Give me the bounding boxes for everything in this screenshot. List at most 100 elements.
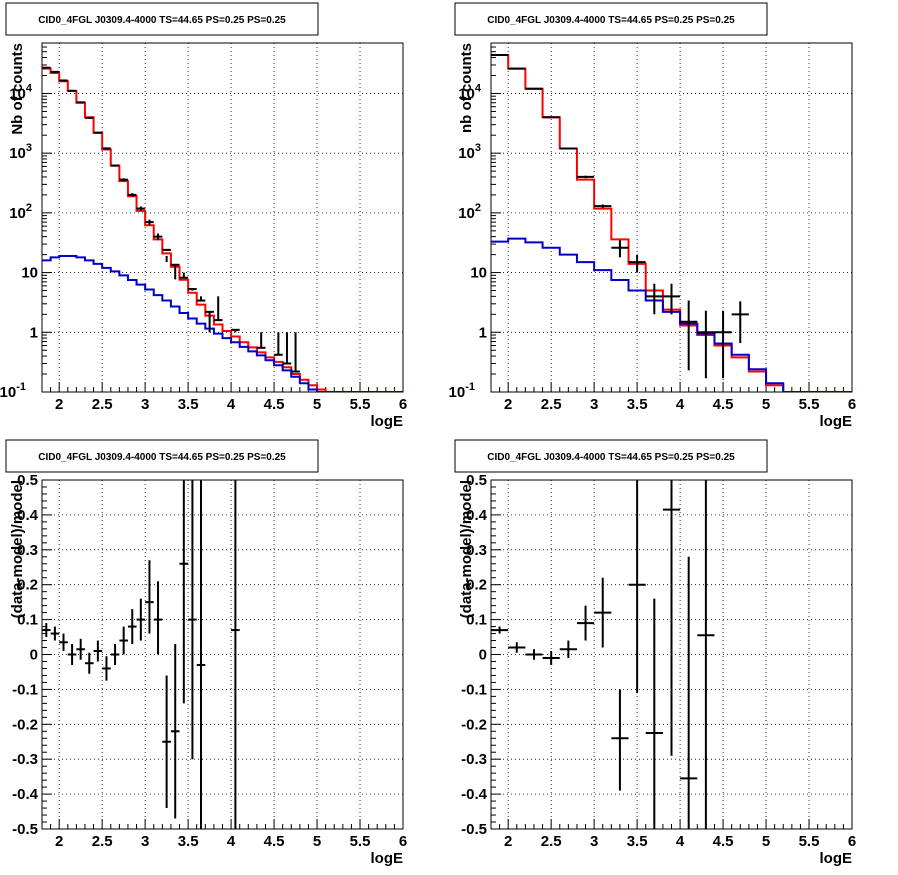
- x-tick-label: 4.5: [713, 833, 734, 850]
- x-tick-label: 2.5: [92, 833, 113, 850]
- y-tick-label: 102: [9, 202, 32, 222]
- plot-frame: [490, 42, 853, 393]
- data-point: [84, 116, 94, 119]
- data-point: [188, 480, 197, 760]
- data-point: [162, 248, 171, 263]
- data-point: [188, 288, 197, 291]
- data-point: [525, 649, 543, 660]
- y-tick-label: 1: [30, 324, 38, 341]
- x-axis-label: logE: [371, 413, 404, 430]
- chart-title: CID0_4FGL J0309.4-4000 TS=44.65 PS=0.25 …: [38, 452, 286, 463]
- x-axis-label: logE: [371, 850, 404, 867]
- data-point: [76, 638, 85, 660]
- y-tick-label: 103: [9, 142, 32, 162]
- data-point: [662, 283, 681, 315]
- data-point: [256, 332, 266, 349]
- data-point: [119, 626, 128, 655]
- data-point: [59, 633, 68, 652]
- y-tick-label: -0.1: [12, 681, 38, 698]
- data-point: [102, 147, 111, 150]
- data-point: [179, 480, 189, 704]
- data-point: [42, 623, 51, 638]
- series-layer: [491, 54, 852, 392]
- data-point: [93, 640, 103, 662]
- y-tick-label: 1: [479, 324, 487, 341]
- y-tick-label: 0.4: [17, 507, 39, 524]
- x-tick-label: 3.5: [178, 833, 199, 850]
- y-tick-label: 0: [30, 647, 38, 664]
- data-point: [645, 598, 663, 829]
- data-point: [196, 296, 206, 302]
- chart-title: CID0_4FGL J0309.4-4000 TS=44.65 PS=0.25 …: [38, 15, 286, 26]
- data-point: [110, 644, 120, 665]
- y-tick-label: -0.4: [12, 786, 39, 803]
- x-tick-label: 2: [55, 396, 63, 413]
- y-tick-label: -0.2: [461, 716, 487, 733]
- chart-title: CID0_4FGL J0309.4-4000 TS=44.65 PS=0.25 …: [487, 452, 735, 463]
- data-point: [145, 219, 154, 225]
- x-tick-label: 4: [227, 396, 236, 413]
- x-tick-label: 5.5: [350, 833, 371, 850]
- x-tick-label: 6: [848, 396, 856, 413]
- y-tick-label: 10-1: [449, 381, 475, 401]
- data-point: [179, 272, 189, 279]
- y-tick-label: 0: [479, 647, 487, 664]
- x-tick-label: 3: [141, 396, 149, 413]
- x-tick-label: 2.5: [92, 396, 113, 413]
- y-tick-label: -0.5: [461, 821, 487, 838]
- x-tick-label: 4: [227, 833, 236, 850]
- data-point: [508, 642, 526, 653]
- data-point: [594, 204, 612, 208]
- y-axis-label: Nb of counts: [9, 43, 26, 135]
- x-tick-label: 2: [55, 833, 63, 850]
- title-box: [5, 2, 319, 36]
- data-point: [127, 193, 137, 197]
- data-point: [731, 301, 749, 344]
- data-point: [145, 560, 154, 634]
- y-tick-label: 0.5: [466, 472, 487, 489]
- x-tick-label: 4.5: [713, 396, 734, 413]
- x-tick-label: 2.5: [541, 833, 562, 850]
- y-tick-label: 0.3: [466, 542, 487, 559]
- counts-panel-left: CID0_4FGL J0309.4-4000 TS=44.65 PS=0.25 …: [0, 2, 407, 430]
- data-point: [50, 70, 60, 73]
- residual-panel-left: CID0_4FGL J0309.4-4000 TS=44.65 PS=0.25 …: [5, 439, 407, 867]
- data-point: [127, 609, 137, 645]
- x-tick-label: 6: [399, 396, 407, 413]
- y-tick-label: -0.2: [12, 716, 38, 733]
- data-point: [170, 644, 180, 819]
- data-point: [697, 310, 715, 379]
- data-point: [680, 556, 698, 829]
- x-tick-label: 5: [762, 833, 770, 850]
- data-point: [291, 332, 300, 373]
- data-point: [153, 581, 163, 655]
- model-step-line: [491, 54, 852, 392]
- data-point: [662, 480, 681, 756]
- y-tick-label: -0.5: [12, 821, 38, 838]
- data-point: [628, 254, 646, 273]
- data-point: [714, 310, 732, 379]
- data-point: [110, 164, 120, 167]
- y-tick-label: 10: [21, 265, 38, 282]
- x-tick-label: 3: [590, 833, 598, 850]
- x-tick-label: 3.5: [627, 833, 648, 850]
- data-point: [59, 79, 68, 82]
- series-layer: [42, 480, 240, 829]
- data-point: [76, 101, 85, 104]
- data-point: [628, 480, 646, 693]
- data-point: [231, 480, 240, 829]
- x-tick-label: 5: [313, 833, 321, 850]
- data-point: [205, 310, 214, 333]
- series-layer: [42, 66, 403, 392]
- x-tick-label: 5.5: [799, 833, 820, 850]
- data-point: [559, 640, 577, 658]
- data-point: [213, 296, 223, 322]
- y-tick-label: -0.3: [12, 751, 38, 768]
- data-point: [67, 644, 77, 665]
- y-tick-label: -0.3: [461, 751, 487, 768]
- y-tick-label: 0.3: [17, 542, 38, 559]
- x-axis-label: logE: [820, 850, 853, 867]
- title-box: [454, 439, 768, 473]
- x-tick-label: 3.5: [627, 396, 648, 413]
